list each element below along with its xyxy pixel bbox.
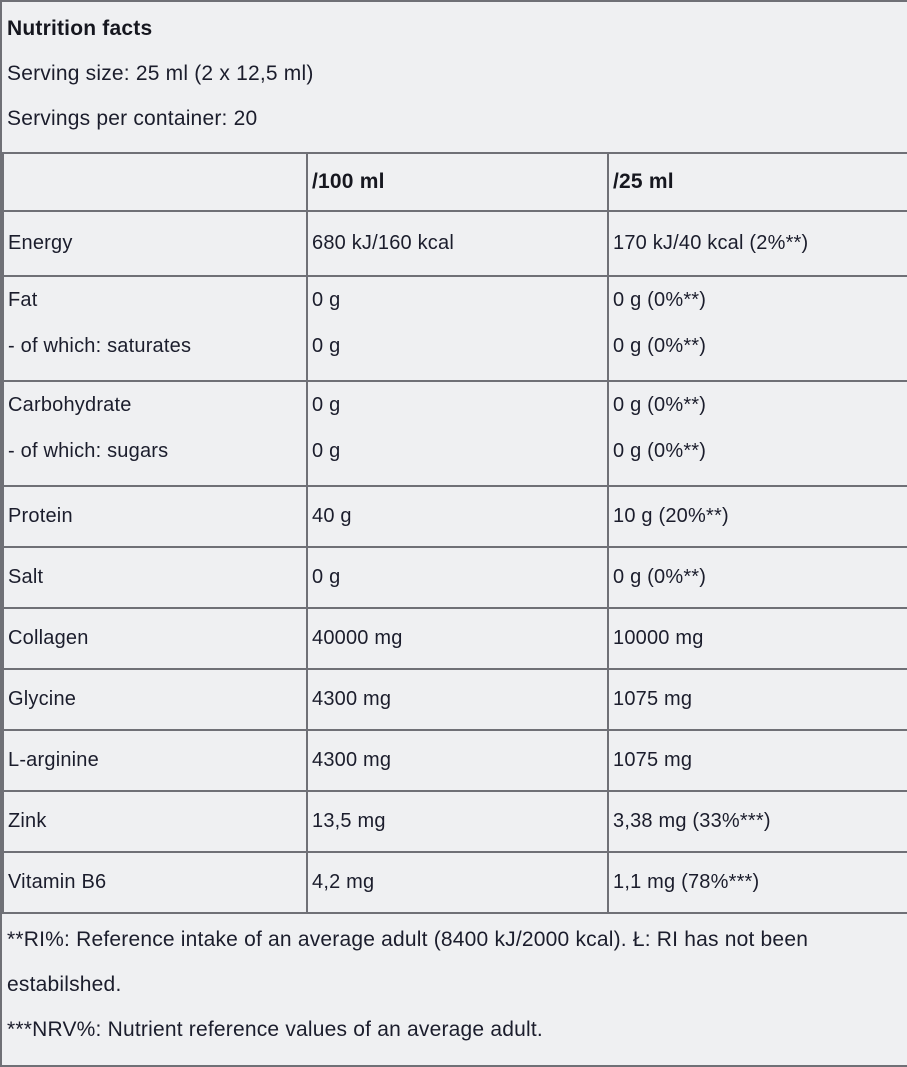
column-header-nutrient bbox=[2, 152, 308, 212]
label-header-block: Nutrition facts Serving size: 25 ml (2 x… bbox=[2, 2, 907, 152]
per-100ml-value: 0 g bbox=[312, 394, 341, 416]
nutrient-name-cell: Energy bbox=[2, 210, 308, 277]
table-row-zink: Zink 13,5 mg 3,38 mg (33%***) bbox=[2, 790, 907, 853]
per-25ml-cell: 1,1 mg (78%***) bbox=[607, 851, 907, 914]
nutrient-name: Carbohydrate bbox=[8, 394, 132, 416]
nutrient-name-cell: Collagen bbox=[2, 607, 308, 670]
per-25ml-cell: 1075 mg bbox=[607, 668, 907, 731]
per-100ml-cell: 13,5 mg bbox=[306, 790, 609, 853]
per-100ml-cell: 40 g bbox=[306, 485, 609, 548]
nutrient-subname: - of which: saturates bbox=[8, 335, 192, 357]
per-25ml-cell: 0 g (0%**) 0 g (0%**) bbox=[607, 275, 907, 382]
nutrient-name-cell: Carbohydrate - of which: sugars bbox=[2, 380, 308, 487]
serving-size-text: Serving size: 25 ml (2 x 12,5 ml) bbox=[7, 62, 314, 85]
per-100ml-cell: 0 g 0 g bbox=[306, 380, 609, 487]
footnote-ri: **RI%: Reference intake of an average ad… bbox=[7, 928, 809, 996]
per-25ml-cell: 170 kJ/40 kcal (2%**) bbox=[607, 210, 907, 277]
per-100ml-cell: 4,2 mg bbox=[306, 851, 609, 914]
footnote-nrv: ***NRV%: Nutrient reference values of an… bbox=[7, 1018, 543, 1041]
table-row-fat: Fat - of which: saturates 0 g 0 g 0 g (0… bbox=[2, 275, 907, 382]
per-25ml-subvalue: 0 g (0%**) bbox=[613, 440, 707, 462]
per-25ml-cell: 1075 mg bbox=[607, 729, 907, 792]
table-row-carbohydrate: Carbohydrate - of which: sugars 0 g 0 g … bbox=[2, 380, 907, 487]
nutrient-name: Fat bbox=[8, 289, 38, 311]
per-25ml-cell: 0 g (0%**) 0 g (0%**) bbox=[607, 380, 907, 487]
table-header-row: /100 ml /25 ml bbox=[2, 152, 907, 212]
per-100ml-cell: 40000 mg bbox=[306, 607, 609, 670]
column-header-per-100ml: /100 ml bbox=[306, 152, 609, 212]
servings-per-container-text: Servings per container: 20 bbox=[7, 107, 258, 130]
per-100ml-cell: 4300 mg bbox=[306, 668, 609, 731]
per-100ml-value: 0 g bbox=[312, 289, 341, 311]
nutrient-name-cell: Vitamin B6 bbox=[2, 851, 308, 914]
nutrient-subname: - of which: sugars bbox=[8, 440, 169, 462]
per-25ml-cell: 10 g (20%**) bbox=[607, 485, 907, 548]
nutrient-name-cell: Zink bbox=[2, 790, 308, 853]
table-row-l-arginine: L-arginine 4300 mg 1075 mg bbox=[2, 729, 907, 792]
per-100ml-subvalue: 0 g bbox=[312, 440, 341, 462]
table-row-salt: Salt 0 g 0 g (0%**) bbox=[2, 546, 907, 609]
table-row-energy: Energy 680 kJ/160 kcal 170 kJ/40 kcal (2… bbox=[2, 210, 907, 277]
table-row-glycine: Glycine 4300 mg 1075 mg bbox=[2, 668, 907, 731]
nutrition-table: /100 ml /25 ml Energy 680 kJ/160 kcal 17… bbox=[2, 152, 907, 914]
column-header-per-25ml: /25 ml bbox=[607, 152, 907, 212]
footnotes-block: **RI%: Reference intake of an average ad… bbox=[2, 914, 907, 1052]
per-100ml-cell: 680 kJ/160 kcal bbox=[306, 210, 609, 277]
per-100ml-cell: 0 g 0 g bbox=[306, 275, 609, 382]
nutrient-name-cell: Glycine bbox=[2, 668, 308, 731]
per-25ml-cell: 3,38 mg (33%***) bbox=[607, 790, 907, 853]
table-row-collagen: Collagen 40000 mg 10000 mg bbox=[2, 607, 907, 670]
per-25ml-subvalue: 0 g (0%**) bbox=[613, 335, 707, 357]
per-100ml-cell: 4300 mg bbox=[306, 729, 609, 792]
per-25ml-value: 0 g (0%**) bbox=[613, 394, 707, 416]
per-25ml-value: 0 g (0%**) bbox=[613, 289, 707, 311]
per-100ml-subvalue: 0 g bbox=[312, 335, 341, 357]
nutrient-name-cell: Salt bbox=[2, 546, 308, 609]
nutrient-name-cell: Protein bbox=[2, 485, 308, 548]
table-row-protein: Protein 40 g 10 g (20%**) bbox=[2, 485, 907, 548]
nutrient-name-cell: L-arginine bbox=[2, 729, 308, 792]
per-100ml-cell: 0 g bbox=[306, 546, 609, 609]
nutrition-facts-title: Nutrition facts bbox=[7, 17, 153, 40]
nutrient-name-cell: Fat - of which: saturates bbox=[2, 275, 308, 382]
per-25ml-cell: 0 g (0%**) bbox=[607, 546, 907, 609]
per-25ml-cell: 10000 mg bbox=[607, 607, 907, 670]
table-row-vitamin-b6: Vitamin B6 4,2 mg 1,1 mg (78%***) bbox=[2, 851, 907, 914]
